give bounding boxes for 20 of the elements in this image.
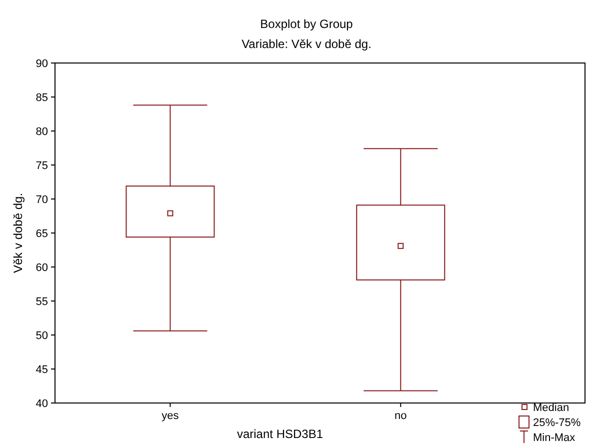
text: 25%-75% bbox=[533, 417, 581, 429]
y-tick-label: 80 bbox=[36, 126, 48, 138]
y-tick-label: 65 bbox=[36, 228, 48, 240]
y-tick-label: 50 bbox=[36, 330, 48, 342]
y-tick-label: 85 bbox=[36, 92, 48, 104]
y-axis-title: Věk v době dg. bbox=[11, 192, 25, 274]
y-tick-label: 55 bbox=[36, 296, 48, 308]
annotation: Median bbox=[533, 402, 570, 414]
y-tick-label: 70 bbox=[36, 194, 48, 206]
x-axis-title: variant HSD3B1 bbox=[236, 427, 324, 441]
y-tick-label: 60 bbox=[36, 262, 48, 274]
x-tick-label: no bbox=[394, 410, 407, 422]
text: Min-Max bbox=[533, 432, 576, 444]
y-tick-label: 40 bbox=[36, 398, 48, 410]
y-tick-label: 75 bbox=[36, 160, 48, 172]
chart-subtitle: Variable: Věk v době dg. bbox=[242, 37, 372, 51]
y-tick-label: 45 bbox=[36, 364, 48, 376]
x-tick-label: yes bbox=[162, 410, 180, 422]
chart-title: Boxplot by Group bbox=[260, 17, 354, 31]
y-tick-label: 90 bbox=[36, 58, 48, 70]
